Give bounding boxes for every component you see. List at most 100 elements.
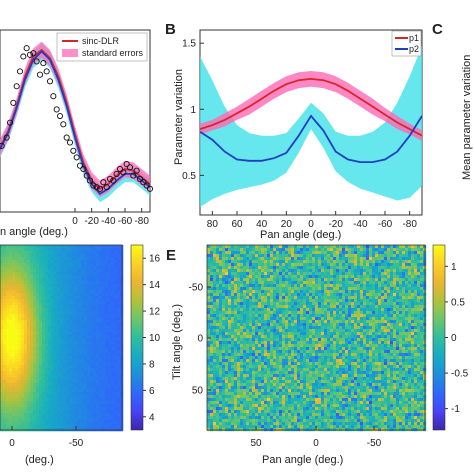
panel-d-cell [33, 281, 36, 284]
panel-e-cell [300, 248, 303, 251]
panel-d-cell [81, 248, 84, 251]
panel-d-cell [9, 263, 12, 266]
panel-e-cell [234, 245, 237, 248]
panel-e-cell [261, 326, 264, 329]
panel-e-cell [405, 260, 408, 263]
panel-d-cell [72, 407, 75, 410]
panel-d-cell [36, 260, 39, 263]
panel-d-cell [63, 302, 66, 305]
panel-e-cell [414, 248, 417, 251]
panel-e-cell [369, 287, 372, 290]
panel-d-cell [39, 374, 42, 377]
panel-d-cell [12, 365, 15, 368]
panel-d-cell [72, 368, 75, 371]
panel-e-cell [219, 257, 222, 260]
panel-d-cell [21, 398, 24, 401]
panel-d-cell [81, 356, 84, 359]
panel-d-cell [117, 269, 120, 272]
panel-d-cell [96, 275, 99, 278]
panel-a-bands [0, 42, 150, 203]
panel-d-cell [78, 416, 81, 419]
panel-d-cell [78, 248, 81, 251]
panel-e-cell [381, 251, 384, 254]
panel-d-cell [81, 344, 84, 347]
panel-e-cell [363, 281, 366, 284]
panel-d-cell [36, 416, 39, 419]
panel-e-cell [387, 266, 390, 269]
panel-d-cell [54, 347, 57, 350]
panel-e-cell [300, 326, 303, 329]
panel-e-cell [255, 314, 258, 317]
panel-e-cell [276, 329, 279, 332]
panel-d-cell [63, 419, 66, 422]
panel-e-cell [357, 248, 360, 251]
panel-e-cell [351, 311, 354, 314]
panel-d-cell [27, 248, 30, 251]
panel-d-cell [108, 251, 111, 254]
panel-e-cell [351, 320, 354, 323]
panel-d-cell [27, 272, 30, 275]
panel-e-cell [225, 263, 228, 266]
panel-e-cell [363, 308, 366, 311]
panel-e-cell [237, 272, 240, 275]
panel-e-cell [273, 338, 276, 341]
panel-d-cell [84, 329, 87, 332]
panel-d-cell [93, 311, 96, 314]
panel-d-cell [99, 353, 102, 356]
panel-d-cell [99, 410, 102, 413]
panel-e-cell [297, 257, 300, 260]
panel-d-cell [42, 254, 45, 257]
panel-d-cell [9, 383, 12, 386]
panel-e-cell [303, 299, 306, 302]
panel-d-cell [72, 251, 75, 254]
panel-d-cell [21, 389, 24, 392]
panel-e-cell [414, 332, 417, 335]
panel-e-cell [243, 338, 246, 341]
panel-e-cell [237, 278, 240, 281]
panel-d-cell [18, 425, 21, 428]
panel-a-xtick-label: -80 [134, 216, 149, 227]
panel-e-cell [384, 251, 387, 254]
panel-d-cell [54, 374, 57, 377]
panel-e-cell [387, 335, 390, 338]
panel-e-cell [270, 293, 273, 296]
panel-e-cell [372, 335, 375, 338]
panel-d-cell [36, 410, 39, 413]
panel-d-cell [33, 311, 36, 314]
panel-e-cell [321, 335, 324, 338]
panel-e-cell [252, 317, 255, 320]
panel-d-cell [57, 275, 60, 278]
panel-d-cell [15, 359, 18, 362]
panel-e-cell [315, 335, 318, 338]
panel-e-cell [225, 254, 228, 257]
panel-d-cell [93, 353, 96, 356]
panel-d-cell [0, 374, 3, 377]
panel-b-xtick-label: -40 [353, 219, 368, 230]
panel-d-cell [30, 344, 33, 347]
panel-e-cell [300, 257, 303, 260]
panel-e-cell [354, 272, 357, 275]
panel-d-cell [39, 269, 42, 272]
panel-e-cell [417, 251, 420, 254]
panel-d-cell [78, 407, 81, 410]
panel-e-cell [402, 269, 405, 272]
panel-e-cell [255, 290, 258, 293]
panel-e-cell [273, 257, 276, 260]
panel-e-cell [282, 317, 285, 320]
panel-d-cell [87, 314, 90, 317]
panel-d-cell [69, 332, 72, 335]
panel-e-cell [282, 257, 285, 260]
panel-d-cell [102, 290, 105, 293]
panel-e-cell [345, 305, 348, 308]
panel-d-cell [33, 314, 36, 317]
panel-e-cell [246, 257, 249, 260]
panel-d-cell [96, 299, 99, 302]
panel-e-cell [381, 257, 384, 260]
panel-d-cell [30, 422, 33, 425]
panel-e-cell [381, 317, 384, 320]
panel-d-cell [27, 410, 30, 413]
panel-e-cell [231, 290, 234, 293]
panel-e-cell [213, 305, 216, 308]
panel-d-cell [42, 344, 45, 347]
panel-d-cell [45, 314, 48, 317]
